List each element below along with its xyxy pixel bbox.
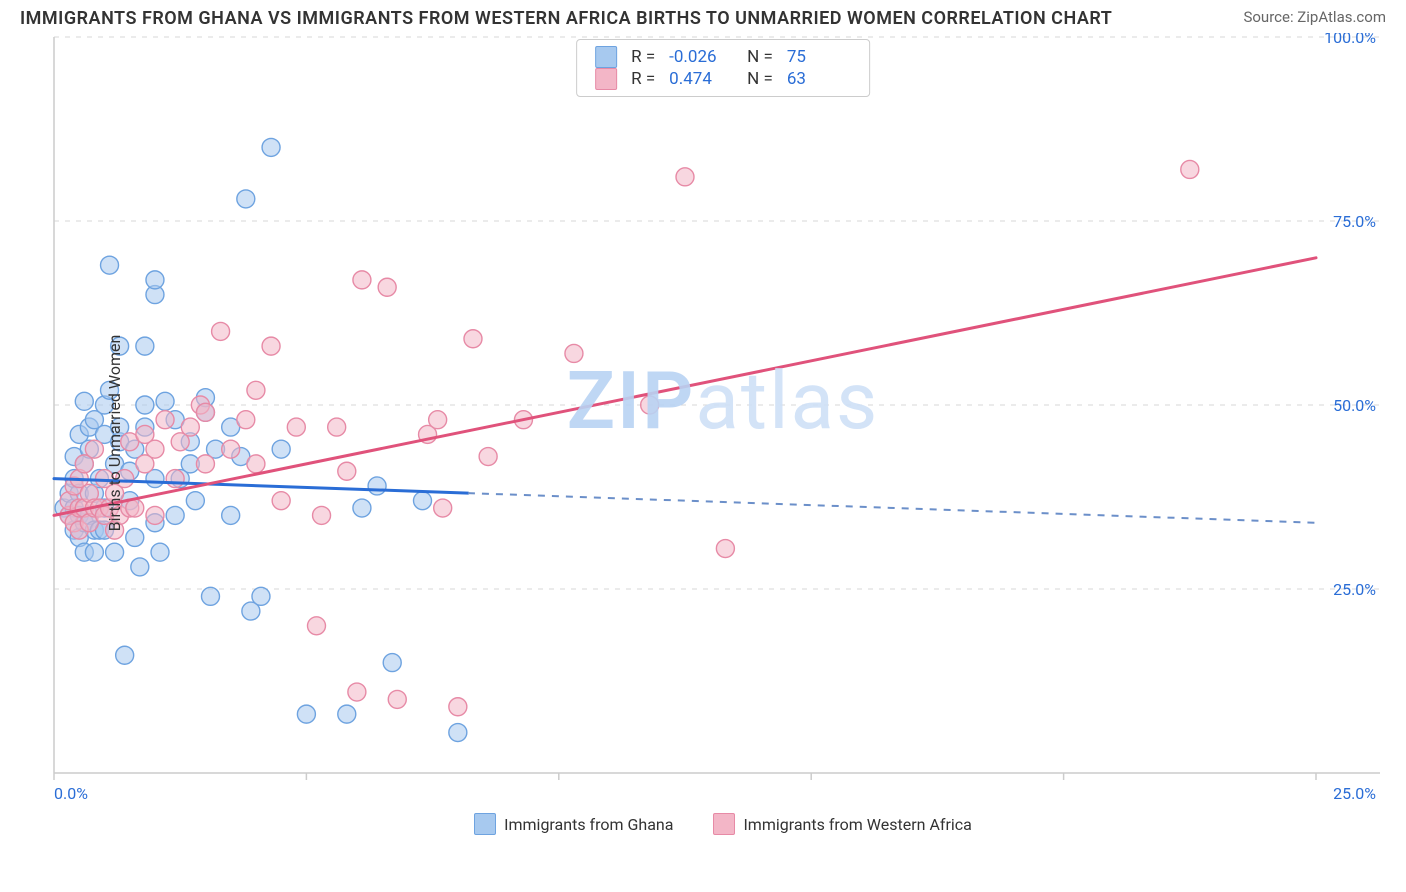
- chart-title: IMMIGRANTS FROM GHANA VS IMMIGRANTS FROM…: [20, 8, 1112, 29]
- stats-legend-box: R = -0.026 N = 75 R = 0.474 N = 63: [576, 39, 870, 97]
- source-attribution: Source: ZipAtlas.com: [1243, 8, 1386, 26]
- swatch-wafrica: [595, 68, 617, 90]
- n-value-ghana: 75: [787, 47, 851, 67]
- y-axis-label: Births to Unmarried Women: [105, 335, 124, 532]
- stats-row-ghana: R = -0.026 N = 75: [595, 46, 851, 68]
- r-value-ghana: -0.026: [669, 47, 733, 67]
- r-label: R =: [631, 47, 655, 67]
- n-label: N =: [747, 69, 773, 89]
- scatter-plot: 25.0% 50.0% 75.0% 100.0% 0.0% 25.0%: [50, 33, 1380, 803]
- svg-text:75.0%: 75.0%: [1333, 212, 1376, 231]
- stats-row-wafrica: R = 0.474 N = 63: [595, 68, 851, 90]
- svg-text:0.0%: 0.0%: [54, 784, 88, 803]
- legend-label-ghana: Immigrants from Ghana: [504, 815, 673, 834]
- r-label: R =: [631, 69, 655, 89]
- r-value-wafrica: 0.474: [669, 69, 733, 89]
- legend-swatch-wafrica: [713, 813, 735, 835]
- chart-area: Births to Unmarried Women 25.0% 50.0% 75.0…: [50, 33, 1396, 833]
- svg-text:100.0%: 100.0%: [1324, 33, 1376, 47]
- legend-item-ghana: Immigrants from Ghana: [474, 813, 673, 835]
- legend-bottom: Immigrants from Ghana Immigrants from Wes…: [50, 813, 1396, 835]
- svg-text:50.0%: 50.0%: [1333, 396, 1376, 415]
- svg-text:25.0%: 25.0%: [1333, 784, 1376, 803]
- n-value-wafrica: 63: [787, 69, 851, 89]
- svg-text:25.0%: 25.0%: [1333, 580, 1376, 599]
- legend-item-wafrica: Immigrants from Western Africa: [713, 813, 971, 835]
- title-bar: IMMIGRANTS FROM GHANA VS IMMIGRANTS FROM…: [0, 0, 1406, 33]
- n-label: N =: [747, 47, 773, 67]
- legend-label-wafrica: Immigrants from Western Africa: [743, 815, 971, 834]
- swatch-ghana: [595, 46, 617, 68]
- legend-swatch-ghana: [474, 813, 496, 835]
